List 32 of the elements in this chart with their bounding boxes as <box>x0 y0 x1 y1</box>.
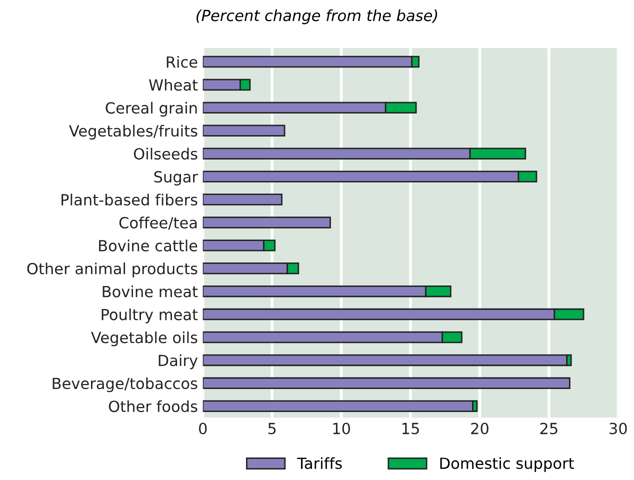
legend-label: Tariffs <box>297 457 342 470</box>
bar <box>202 194 282 206</box>
legend-label: Domestic support <box>440 457 574 472</box>
x-tick-label: 20 <box>471 422 488 434</box>
y-tick-label: Oilseeds <box>134 148 198 160</box>
y-tick-label: Cereal grain <box>106 102 197 117</box>
bar <box>202 400 474 412</box>
y-tick-label: Bovine cattle <box>99 240 198 252</box>
y-tick-label: Vegetables/fruits <box>69 124 198 140</box>
x-tick-label: 30 <box>610 422 627 434</box>
bar <box>202 216 331 228</box>
bar <box>202 354 568 366</box>
y-tick-label: Rice <box>166 56 198 68</box>
x-tick-label: 25 <box>540 422 558 434</box>
x-tick-label: 5 <box>268 422 276 434</box>
y-tick-label: Other animal products <box>27 262 198 278</box>
y-tick-label: Bovine meat <box>102 286 198 298</box>
y-tick-label: Vegetable oils <box>91 331 198 346</box>
y-tick-label: Poultry meat <box>102 308 198 324</box>
bar <box>202 124 286 137</box>
y-tick-label: Beverage/tobaccos <box>52 377 198 392</box>
chart-subtitle: (Percent change from the base) <box>196 9 438 24</box>
x-tick-label: 15 <box>402 422 419 434</box>
y-tick-label: Dairy <box>158 354 198 370</box>
y-tick-label: Other foods <box>108 400 198 412</box>
y-tick-label: Sugar <box>154 171 198 186</box>
y-tick-label: Plant-based fibers <box>62 194 198 206</box>
x-tick-label: 0 <box>199 422 207 434</box>
x-tick-label: 10 <box>333 422 350 434</box>
y-tick-label: Coffee/tea <box>119 216 197 230</box>
bar <box>202 377 570 390</box>
y-tick-label: Wheat <box>148 78 198 91</box>
